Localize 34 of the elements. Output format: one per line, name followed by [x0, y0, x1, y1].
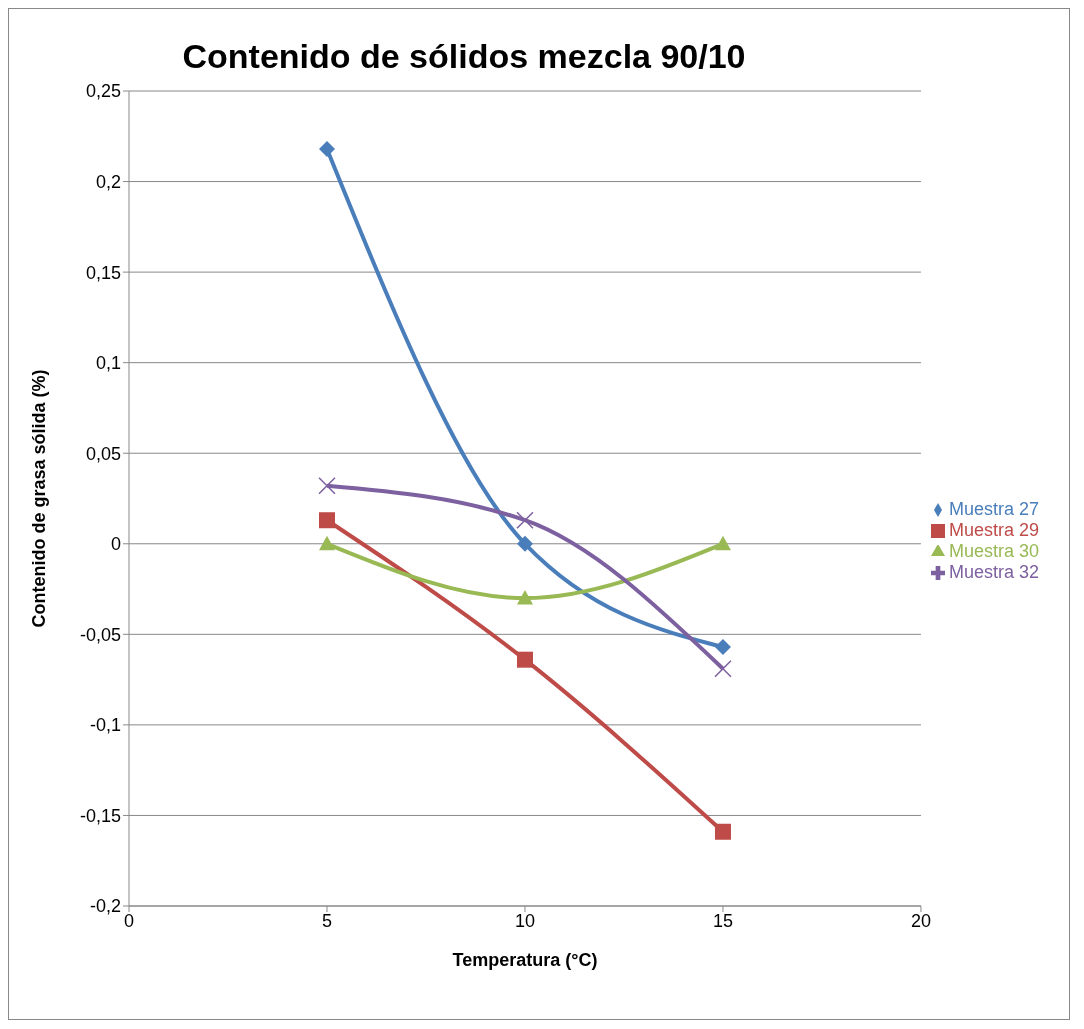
- point: [714, 659, 732, 678]
- point: [714, 639, 731, 656]
- point: [714, 535, 731, 551]
- point: [516, 590, 533, 605]
- y-tick-label: 0,25: [85, 81, 121, 102]
- x-tick-label: 15: [712, 910, 733, 931]
- x-tick-label: 5: [321, 910, 332, 931]
- legend-label: Muestra 27: [948, 499, 1039, 519]
- y-axis-title: Contenido de grasa sólida (%): [29, 369, 50, 628]
- y-tick-label: 0,1: [95, 353, 121, 374]
- legend-label: Muestra 30: [948, 541, 1039, 561]
- y-tick-label: -0,15: [79, 805, 121, 826]
- y-tick-label: -0,2: [89, 896, 121, 917]
- y-tick-label: 0,05: [85, 443, 121, 464]
- x-axis-title: Temperatura (°C): [452, 950, 598, 970]
- point: [516, 535, 533, 552]
- y-tick-label: -0,05: [79, 624, 121, 645]
- point: [516, 651, 533, 668]
- x-tick-label: 0: [123, 910, 135, 931]
- point: [318, 512, 335, 529]
- x-tick-label: 10: [514, 910, 535, 931]
- legend-label: Muestra 29: [948, 520, 1039, 540]
- point: [516, 511, 534, 529]
- y-tick-label: -0,1: [89, 715, 121, 736]
- y-tick-label: 0,2: [95, 171, 121, 192]
- legend-label: Muestra 32: [948, 562, 1039, 582]
- y-tick-label: 0: [110, 534, 121, 555]
- point: [318, 140, 335, 157]
- point: [318, 535, 335, 551]
- point: [714, 823, 731, 840]
- x-tick-label: 20: [910, 910, 931, 931]
- chart-title: Contenido de sólidos mezcla 90/10: [181, 37, 747, 76]
- point: [318, 477, 336, 495]
- y-tick-label: 0,15: [85, 262, 121, 283]
